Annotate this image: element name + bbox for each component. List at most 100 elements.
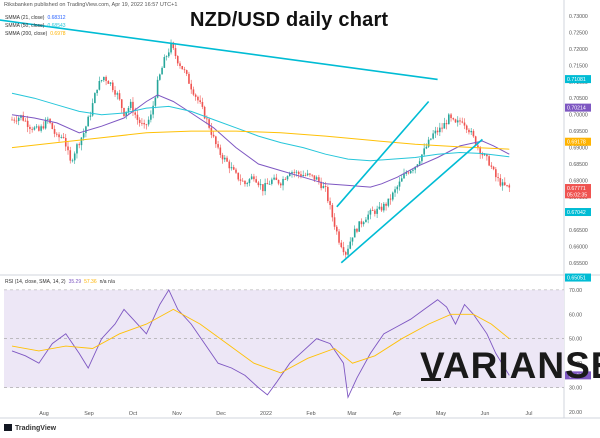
candle-body	[114, 90, 116, 95]
price-tick-label: 0.68000	[569, 178, 588, 184]
candle-body	[349, 241, 352, 249]
candle-body	[331, 204, 334, 218]
candle-body	[441, 127, 443, 129]
candle-body	[295, 171, 298, 173]
candle-body	[474, 136, 477, 146]
candle-body	[483, 154, 486, 156]
candle-body	[279, 183, 282, 186]
candle-body	[405, 172, 408, 174]
candle-body	[103, 76, 105, 81]
time-tick-label: Oct	[129, 411, 138, 417]
price-tag	[565, 137, 591, 146]
price-tag-label: 05:02:35	[567, 192, 587, 198]
candle-body	[396, 186, 399, 190]
candle-body	[481, 153, 484, 156]
candle-body	[427, 139, 430, 147]
candle-body	[82, 133, 85, 138]
brand-underline	[421, 378, 441, 381]
tradingview-logo-text: TradingView	[15, 425, 57, 432]
candle-body	[239, 179, 242, 181]
candle-body	[150, 114, 152, 120]
candle-body	[327, 186, 329, 202]
indicator-sma50: SMMA (50, close) 0.68543	[5, 23, 66, 29]
candle-body	[31, 128, 33, 130]
rsi-tick-label: 70.00	[569, 288, 582, 294]
candle-body	[313, 175, 316, 180]
candle-body	[53, 129, 56, 134]
price-tick-label: 0.71500	[569, 63, 588, 69]
rsi-header: RSI (14, close, SMA, 14, 2) 35.29 57.36 n/a…	[5, 279, 115, 285]
rsi-tick-label: 60.00	[569, 312, 582, 318]
candle-body	[383, 203, 385, 211]
candle-body	[439, 127, 441, 133]
candle-body	[421, 154, 423, 162]
time-tick-label: Apr	[393, 411, 402, 417]
candle-body	[206, 118, 208, 120]
candle-body	[425, 146, 428, 149]
candle-body	[235, 169, 237, 173]
candle-body	[385, 203, 387, 206]
candle-body	[347, 248, 349, 255]
candle-body	[154, 97, 157, 106]
candle-body	[22, 115, 25, 121]
candle-body	[362, 222, 365, 225]
price-tick-label: 0.69000	[569, 146, 588, 152]
candle-body	[55, 133, 58, 135]
candle-body	[306, 173, 309, 176]
candle-body	[418, 161, 421, 165]
price-tag	[565, 273, 591, 282]
trendline-upper	[0, 19, 438, 81]
candle-body	[302, 175, 305, 177]
candle-body	[107, 80, 110, 84]
candle-body	[15, 120, 18, 122]
channel-lower-line	[340, 138, 483, 264]
candle-body	[501, 182, 504, 186]
time-tick-label: Nov	[172, 411, 182, 417]
candle-body	[64, 137, 67, 147]
candle-body	[282, 179, 284, 186]
candle-body	[215, 136, 217, 145]
candle-body	[76, 144, 78, 154]
candle-body	[181, 66, 184, 70]
candle-body	[400, 178, 403, 182]
indicator-sma50-value: 0.68543	[47, 23, 66, 29]
candle-body	[98, 81, 101, 90]
candle-body	[371, 210, 374, 211]
candle-body	[185, 70, 188, 74]
price-tag-label: 0.71081	[567, 77, 586, 83]
candle-body	[96, 89, 98, 94]
price-tag	[565, 75, 591, 84]
price-tag-label: 0.67042	[567, 210, 586, 216]
candle-body	[367, 214, 369, 220]
candle-body	[40, 126, 42, 131]
candle-body	[190, 83, 193, 90]
candle-body	[488, 156, 490, 166]
rsi-tick-label: 30.00	[569, 386, 582, 392]
rsi-value-tag	[565, 371, 591, 380]
candle-body	[78, 144, 81, 146]
candle-body	[508, 185, 511, 188]
candle-body	[490, 165, 493, 167]
candle-body	[176, 56, 179, 64]
brand-watermark: VARIANSE	[420, 345, 600, 386]
candle-body	[304, 175, 307, 176]
candle-body	[255, 179, 257, 183]
rsi-tick-label: 50.00	[569, 337, 582, 343]
candle-body	[262, 184, 264, 192]
candle-body	[223, 157, 226, 160]
candle-body	[376, 208, 378, 214]
candle-body	[11, 119, 13, 121]
candle-body	[91, 103, 94, 116]
candle-body	[470, 130, 473, 133]
candle-body	[456, 120, 459, 123]
candle-body	[145, 124, 148, 126]
candle-body	[170, 42, 172, 53]
candle-body	[120, 99, 123, 109]
rsi-ma-value: 57.36	[84, 279, 97, 285]
candle-body	[495, 169, 497, 178]
indicator-sma200-value: 0.6978	[50, 31, 66, 37]
candle-body	[436, 130, 439, 133]
candle-body	[318, 177, 320, 182]
